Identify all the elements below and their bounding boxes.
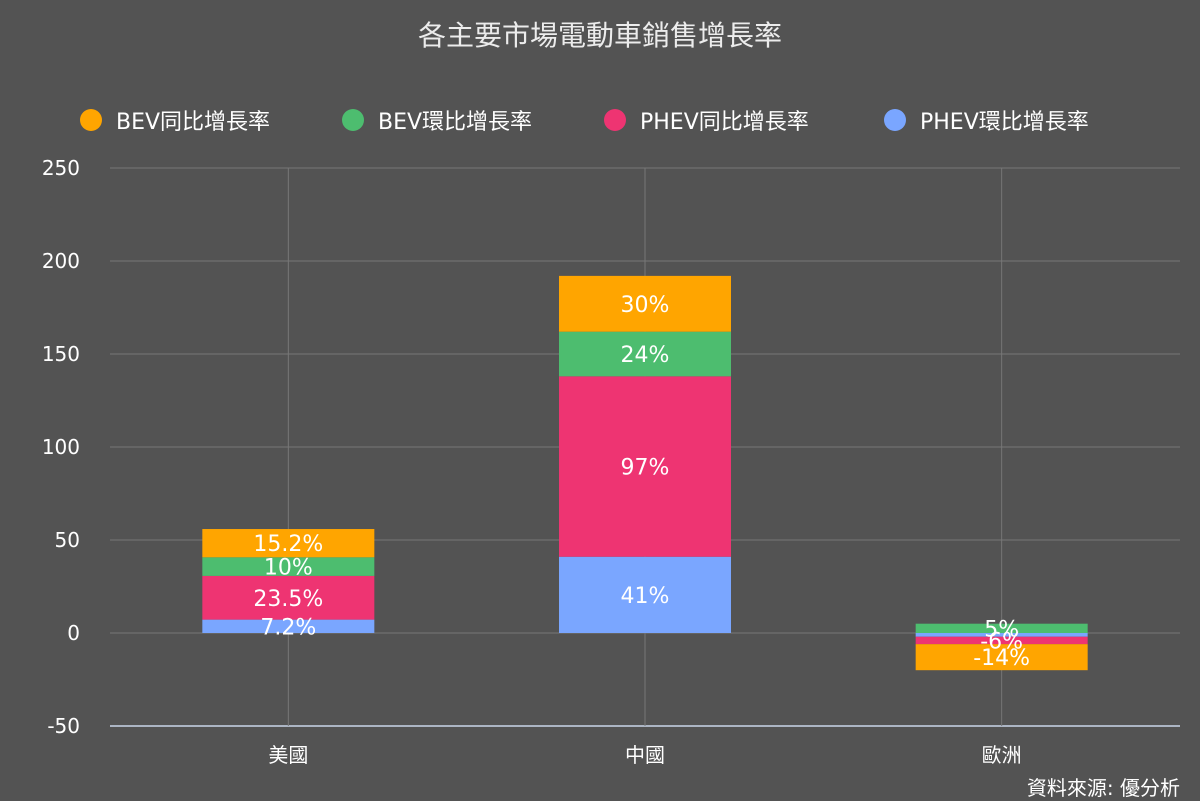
data-label: 5% bbox=[984, 617, 1019, 642]
y-tick-label: 250 bbox=[42, 156, 80, 180]
y-tick-label: 100 bbox=[42, 435, 80, 459]
bar-segment bbox=[559, 556, 731, 633]
bar-segment bbox=[559, 331, 731, 377]
legend-item[interactable]: PHEV同比增長率 bbox=[604, 104, 809, 136]
y-tick-label: 200 bbox=[42, 249, 80, 273]
x-tick-label: 歐洲 bbox=[982, 743, 1022, 767]
bar-segment bbox=[559, 275, 731, 332]
bar-segment bbox=[915, 644, 1088, 671]
bar-segment bbox=[202, 529, 375, 558]
legend: BEV同比增長率 BEV環比增長率 PHEV同比增長率 PHEV環比增長率 bbox=[0, 100, 1200, 140]
chart-title: 各主要市場電動車銷售增長率 bbox=[417, 19, 782, 52]
legend-swatch-icon bbox=[884, 109, 906, 131]
legend-item[interactable]: BEV同比增長率 bbox=[80, 104, 270, 136]
data-label: -14% bbox=[973, 646, 1030, 671]
x-tick-label: 美國 bbox=[268, 743, 308, 767]
data-label: 41% bbox=[621, 584, 670, 609]
legend-label: BEV同比增長率 bbox=[116, 110, 271, 135]
bar-segment bbox=[915, 636, 1088, 645]
data-label: 24% bbox=[621, 343, 670, 368]
data-label: -6% bbox=[980, 629, 1023, 654]
legend-swatch-icon bbox=[342, 109, 364, 131]
bar-segment bbox=[915, 633, 1088, 637]
bar-segment bbox=[202, 619, 375, 633]
bar-segment bbox=[202, 575, 375, 620]
y-tick-label: 50 bbox=[55, 528, 80, 552]
legend-swatch-icon bbox=[604, 109, 626, 131]
legend-item[interactable]: PHEV環比增長率 bbox=[884, 104, 1089, 136]
data-label: 15.2% bbox=[253, 532, 323, 557]
data-label: 97% bbox=[621, 456, 670, 481]
legend-label: BEV環比增長率 bbox=[378, 110, 533, 135]
legend-label: PHEV同比增長率 bbox=[640, 110, 809, 135]
bar-segment bbox=[915, 623, 1088, 633]
data-label: 23.5% bbox=[253, 587, 323, 612]
bar-segment bbox=[559, 376, 731, 557]
legend-item[interactable]: BEV環比增長率 bbox=[342, 104, 532, 136]
data-label: 30% bbox=[621, 293, 670, 318]
data-label: 10% bbox=[264, 556, 313, 581]
source-note: 資料來源: 優分析 bbox=[1026, 776, 1180, 800]
y-tick-label: 0 bbox=[67, 621, 80, 645]
x-tick-label: 中國 bbox=[625, 743, 665, 767]
bar-segment bbox=[202, 557, 375, 576]
legend-label: PHEV環比增長率 bbox=[920, 110, 1089, 135]
y-tick-label: -50 bbox=[47, 714, 80, 738]
legend-swatch-icon bbox=[80, 109, 102, 131]
data-label: 7.2% bbox=[260, 615, 316, 640]
y-tick-label: 150 bbox=[42, 342, 80, 366]
